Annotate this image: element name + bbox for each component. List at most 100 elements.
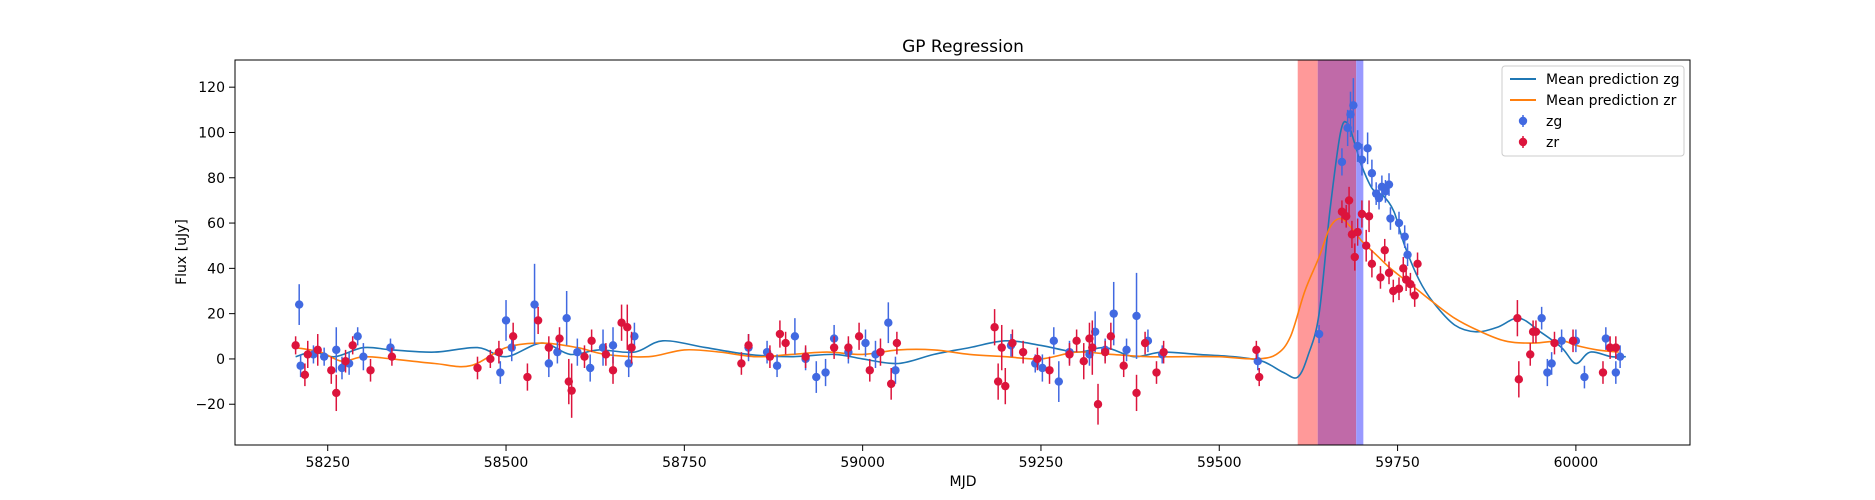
zr-point xyxy=(291,336,300,355)
zg-marker xyxy=(1400,232,1409,241)
zg-marker xyxy=(1543,368,1552,377)
zg-marker xyxy=(1363,144,1372,153)
zr-marker xyxy=(886,379,896,389)
chart-title: GP Regression xyxy=(902,37,1024,57)
zr-point xyxy=(737,352,746,375)
zg-marker xyxy=(530,300,539,309)
zr-point xyxy=(300,363,310,387)
zg-marker xyxy=(772,361,782,370)
zr-marker xyxy=(1079,357,1088,366)
zg-point xyxy=(553,340,562,364)
zr-point xyxy=(1353,218,1362,246)
zg-point xyxy=(624,349,633,378)
zr-point xyxy=(564,358,573,405)
zr-marker xyxy=(555,334,564,343)
y-tick-label: 40 xyxy=(207,261,225,277)
zr-point xyxy=(854,322,864,350)
zr-marker xyxy=(366,366,375,375)
zr-point xyxy=(865,358,874,382)
zr-marker xyxy=(1513,313,1522,323)
zr-point xyxy=(1159,340,1168,364)
zg-marker xyxy=(1346,110,1355,119)
zr-point xyxy=(1514,361,1524,398)
zr-marker xyxy=(1364,212,1374,221)
zr-marker xyxy=(473,363,482,373)
zg-marker xyxy=(1337,157,1347,167)
zr-point xyxy=(1361,229,1371,262)
zr-point xyxy=(1384,261,1394,285)
zg-marker xyxy=(1374,193,1384,203)
zr-marker xyxy=(990,323,999,332)
x-tick-label: 58500 xyxy=(484,455,529,471)
zr-point xyxy=(1152,361,1161,384)
zr-point xyxy=(1357,200,1367,228)
zg-point xyxy=(1394,211,1404,235)
zr-marker xyxy=(1045,366,1054,375)
zr-marker xyxy=(781,338,790,348)
zg-marker xyxy=(1394,218,1404,228)
zg-marker xyxy=(573,347,582,357)
zg-marker xyxy=(608,341,618,350)
zr-marker xyxy=(1367,259,1377,269)
zg-marker xyxy=(1353,141,1362,151)
zr-point xyxy=(332,374,341,412)
zr-marker xyxy=(627,343,636,352)
zg-point xyxy=(1537,306,1546,330)
zg-marker xyxy=(630,332,639,341)
zr-marker xyxy=(775,329,785,339)
x-tick-label: 58250 xyxy=(305,455,350,471)
zg-point xyxy=(1557,329,1566,353)
x-tick-label: 59500 xyxy=(1197,455,1242,471)
zr-marker xyxy=(865,366,874,375)
zg-point xyxy=(1400,225,1409,248)
zg-point xyxy=(821,358,830,387)
zr-point xyxy=(627,331,636,364)
zr-marker xyxy=(1008,338,1017,348)
legend-entry: Mean prediction zg xyxy=(1546,72,1680,88)
zg-point xyxy=(1357,143,1367,176)
zg-marker xyxy=(1038,363,1047,373)
zr-point xyxy=(1088,320,1097,375)
zr-marker xyxy=(387,352,397,361)
zg-marker xyxy=(1109,309,1118,318)
zg-point xyxy=(353,327,362,346)
span-red xyxy=(1297,60,1318,445)
x-tick-label: 60000 xyxy=(1554,455,1599,471)
zr-point xyxy=(1513,300,1522,337)
x-tick-label: 59250 xyxy=(1019,455,1064,471)
zg-point xyxy=(573,338,582,366)
zg-marker xyxy=(1547,359,1556,368)
zg-marker xyxy=(1253,357,1262,366)
zr-marker xyxy=(1085,334,1094,343)
zg-point xyxy=(332,327,341,373)
zr-point xyxy=(1132,374,1141,412)
zg-marker xyxy=(1557,336,1566,346)
axis-ticks: 58250 58500 58750 59000 59250 59500 59750 60000… xyxy=(195,80,1598,471)
zr-marker xyxy=(892,338,902,348)
zr-marker xyxy=(332,388,341,398)
zg-marker xyxy=(1357,155,1367,164)
zg-marker xyxy=(353,332,362,341)
y-tick-label: −20 xyxy=(195,397,225,413)
zg-point xyxy=(1122,338,1131,362)
y-tick-label: 60 xyxy=(207,216,225,232)
zg-point xyxy=(585,354,595,382)
zr-marker xyxy=(1152,368,1161,377)
zr-point xyxy=(1394,277,1404,301)
y-tick-label: 20 xyxy=(207,307,225,323)
zg-marker xyxy=(1580,372,1589,382)
zr-point xyxy=(327,356,336,384)
zg-point xyxy=(772,354,782,378)
zg-marker xyxy=(598,343,608,352)
zr-marker xyxy=(1394,284,1404,293)
zg-point xyxy=(1547,352,1556,375)
zr-point xyxy=(623,304,632,350)
zr-marker xyxy=(876,347,885,357)
zg-point xyxy=(1353,130,1362,162)
zg-point xyxy=(562,291,571,346)
zg-marker xyxy=(790,332,800,341)
zr-marker xyxy=(567,386,576,395)
mean-prediction-zr-line xyxy=(295,217,1619,368)
zr-point xyxy=(1079,343,1088,380)
zg-marker xyxy=(1349,101,1358,110)
